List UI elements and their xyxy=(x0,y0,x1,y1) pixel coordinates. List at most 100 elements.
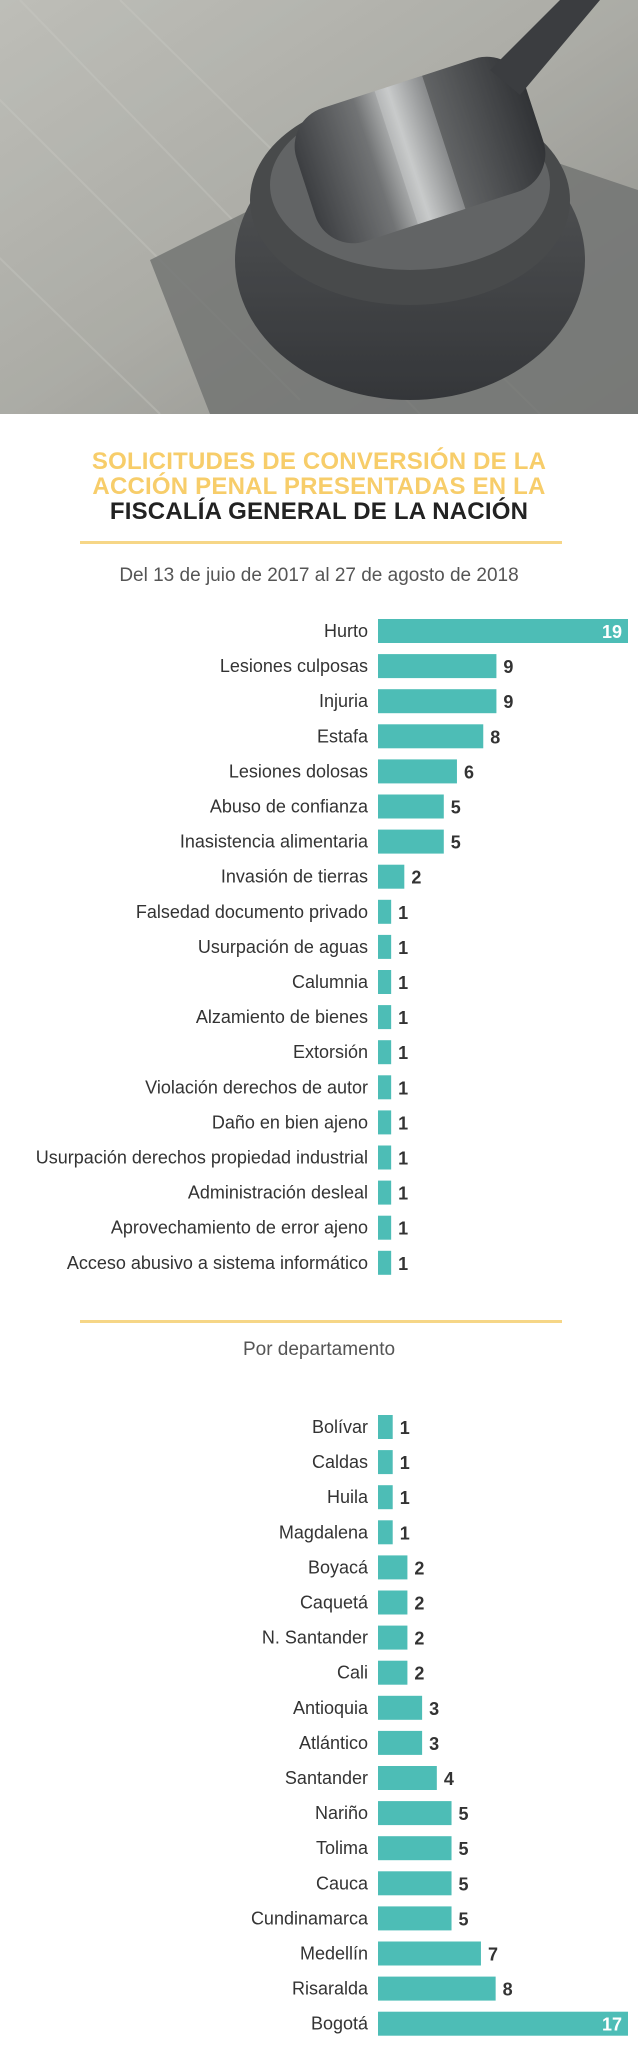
bar xyxy=(378,619,628,643)
value-label: 1 xyxy=(398,938,408,958)
value-label: 1 xyxy=(398,973,408,993)
value-label: 1 xyxy=(400,1523,410,1543)
category-label: Invasión de tierras xyxy=(221,867,368,887)
bar xyxy=(378,1110,392,1135)
value-label: 5 xyxy=(459,1909,469,1929)
category-label: Aprovechamiento de error ajeno xyxy=(111,1218,368,1238)
bar xyxy=(378,689,497,714)
value-label: 4 xyxy=(444,1769,454,1789)
category-label: Acceso abusivo a sistema informático xyxy=(67,1253,368,1273)
bar xyxy=(378,1766,437,1790)
bar xyxy=(378,1625,408,1650)
category-label: Injuria xyxy=(319,691,369,711)
category-label: Violación derechos de autor xyxy=(145,1077,368,1097)
category-label: Caquetá xyxy=(300,1593,369,1613)
divider-middle xyxy=(80,1320,562,1323)
value-label: 5 xyxy=(459,1804,469,1824)
category-label: Santander xyxy=(285,1768,368,1788)
bar xyxy=(378,1180,392,1205)
value-label: 8 xyxy=(490,727,500,747)
bar xyxy=(378,1941,481,1966)
category-label: Risaralda xyxy=(292,1979,369,1999)
value-label: 5 xyxy=(451,833,461,853)
value-label: 1 xyxy=(398,1078,408,1098)
divider-top xyxy=(80,541,562,544)
category-label: Atlántico xyxy=(299,1733,368,1753)
bar xyxy=(378,1450,393,1475)
bar xyxy=(378,1906,452,1931)
value-label: 9 xyxy=(503,657,513,677)
hero-gavel-photo xyxy=(0,0,638,414)
value-label: 2 xyxy=(414,1629,424,1649)
value-label: 5 xyxy=(459,1839,469,1859)
bar xyxy=(378,1801,452,1826)
bar xyxy=(378,1836,452,1861)
category-label: Medellín xyxy=(300,1944,368,1964)
bar xyxy=(378,1005,392,1030)
category-label: Usurpación de aguas xyxy=(198,937,368,957)
bar xyxy=(378,899,392,924)
value-label: 1 xyxy=(400,1453,410,1473)
category-label: Magdalena xyxy=(279,1522,369,1542)
category-label: Bogotá xyxy=(311,2014,369,2034)
title-line-1: SOLICITUDES DE CONVERSIÓN DE LA xyxy=(91,448,547,475)
bar xyxy=(378,654,497,679)
value-label: 1 xyxy=(398,1254,408,1274)
bar xyxy=(378,724,484,749)
category-label: Usurpación derechos propiedad industrial xyxy=(36,1148,368,1168)
value-label: 1 xyxy=(400,1488,410,1508)
value-label: 5 xyxy=(451,798,461,818)
bar xyxy=(378,1555,408,1580)
bar xyxy=(378,794,444,819)
bar xyxy=(378,1660,408,1685)
bar xyxy=(378,1485,393,1510)
crimes-bar-chart-svg: Hurto 19 Lesiones culposas 9 Injuria 9 Estafa 8… xyxy=(36,619,628,1275)
bar xyxy=(378,970,392,994)
bar xyxy=(378,759,457,784)
category-label: Tolima xyxy=(316,1838,369,1858)
value-label: 6 xyxy=(464,762,474,782)
bar xyxy=(378,1250,392,1275)
value-label: 3 xyxy=(429,1699,439,1719)
value-label: 1 xyxy=(398,1184,408,1204)
value-label: 1 xyxy=(400,1418,410,1438)
bar xyxy=(378,1976,496,2001)
value-label: 1 xyxy=(398,1219,408,1239)
value-label: 3 xyxy=(429,1734,439,1754)
value-label: 1 xyxy=(398,903,408,923)
value-label: 1 xyxy=(398,1008,408,1028)
value-label: 2 xyxy=(414,1594,424,1614)
department-subtitle: Por departamento xyxy=(242,1339,396,1360)
value-label: 1 xyxy=(398,1149,408,1169)
category-label: N. Santander xyxy=(262,1628,368,1648)
department-bar-chart: Bolívar 1 Caldas 1 Huila 1 Magdalena 1 Boyacá 2 Ca… xyxy=(0,1412,638,2052)
category-label: Antioquia xyxy=(293,1698,369,1718)
category-label: Abuso de confianza xyxy=(210,797,369,817)
bar xyxy=(378,1145,392,1170)
category-label: Caldas xyxy=(312,1452,368,1472)
title-line-3: FISCALÍA GENERAL DE LA NACIÓN xyxy=(109,498,529,525)
crimes-bar-chart: Hurto 19 Lesiones culposas 9 Injuria 9 Estafa 8… xyxy=(0,618,638,1288)
category-label: Boyacá xyxy=(308,1557,369,1577)
value-label: 2 xyxy=(414,1664,424,1684)
title-line-2: ACCIÓN PENAL PRESENTADAS EN LA xyxy=(92,473,546,500)
category-label: Cali xyxy=(337,1663,368,1683)
bar xyxy=(378,864,405,889)
value-label: 2 xyxy=(411,868,421,888)
category-label: Calumnia xyxy=(292,972,369,992)
bar xyxy=(378,1590,408,1615)
category-label: Inasistencia alimentaria xyxy=(180,832,369,852)
value-label: 19 xyxy=(602,622,622,642)
bar xyxy=(378,1730,423,1755)
category-label: Bolívar xyxy=(312,1417,368,1437)
category-label: Cundinamarca xyxy=(251,1908,369,1928)
bar xyxy=(378,1871,452,1896)
bar xyxy=(378,1415,393,1439)
department-bar-chart-svg: Bolívar 1 Caldas 1 Huila 1 Magdalena 1 Boyacá 2 Ca… xyxy=(251,1415,628,2036)
category-label: Lesiones dolosas xyxy=(229,761,368,781)
value-label: 1 xyxy=(398,1043,408,1063)
bar xyxy=(378,934,392,959)
bar xyxy=(378,829,444,854)
category-label: Administración desleal xyxy=(188,1183,368,1203)
value-label: 5 xyxy=(459,1874,469,1894)
